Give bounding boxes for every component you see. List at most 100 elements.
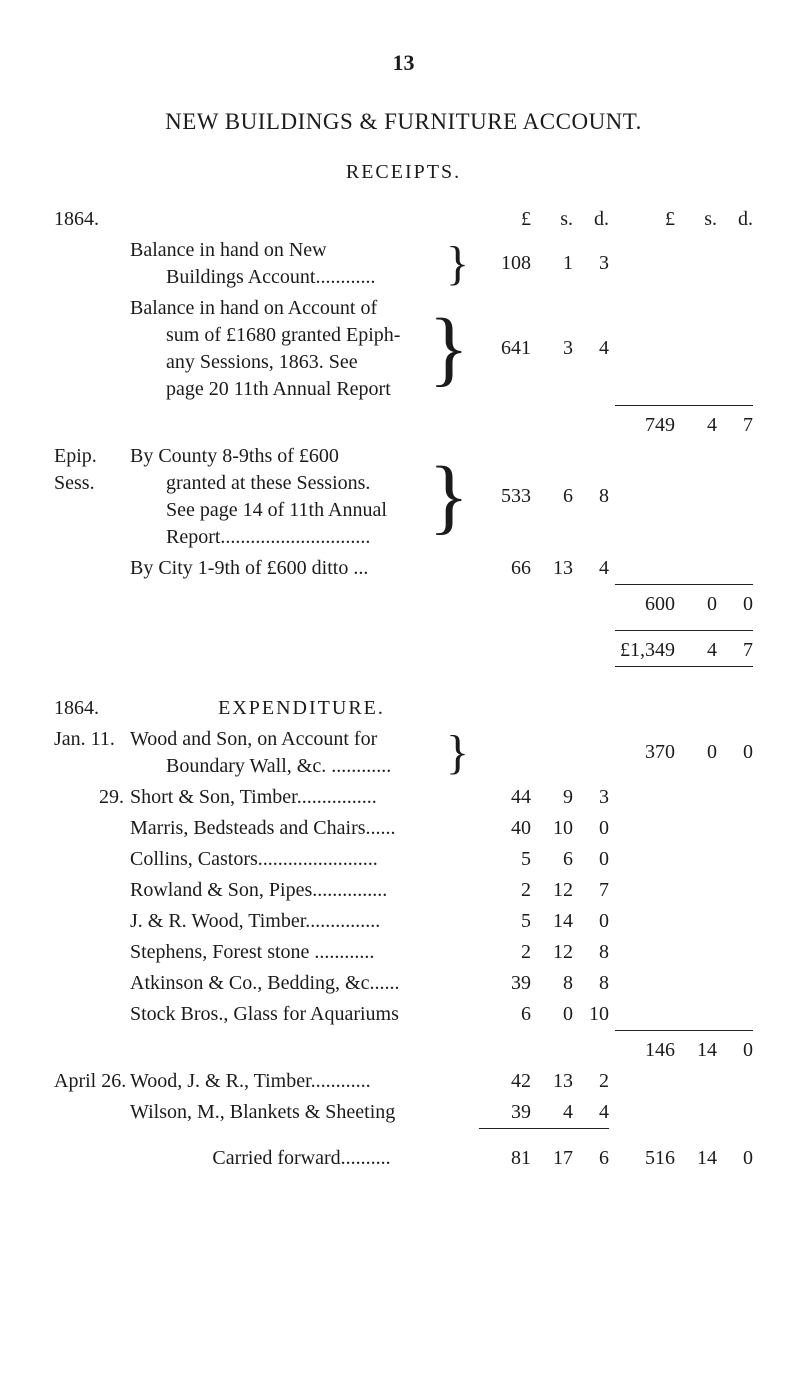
entry-line: Wood and Son, on Account for — [130, 726, 442, 753]
inner-s: 1 — [537, 248, 573, 279]
inner-d: 2 — [579, 1066, 609, 1097]
inner-d: 0 — [579, 844, 609, 875]
entry-line: Atkinson & Co., Bedding, &c...... — [130, 968, 473, 999]
account-title: NEW BUILDINGS & FURNITURE ACCOUNT. — [54, 106, 753, 137]
inner-l-head: £ — [479, 204, 531, 235]
entry-line: By County 8-9ths of £600 — [130, 443, 425, 470]
inner-s: 13 — [537, 1066, 573, 1097]
brace-icon: } — [425, 315, 473, 382]
inner-s: 13 — [537, 553, 573, 584]
outer-l: 146 — [615, 1035, 675, 1066]
brace-icon: } — [442, 245, 473, 283]
expenditure-entry: J. & R. Wood, Timber...............5140 — [54, 906, 753, 937]
entry-line: Stephens, Forest stone ............ — [130, 937, 473, 968]
receipts-entry: Balance in hand on New Buildings Account… — [54, 235, 753, 293]
inner-s: 4 — [537, 1097, 573, 1128]
inner-l: 42 — [479, 1066, 531, 1097]
inner-l: 641 — [479, 333, 531, 364]
outer-l: 516 — [615, 1143, 675, 1174]
inner-l: 5 — [479, 844, 531, 875]
outer-l: 370 — [615, 737, 675, 768]
entry-line: J. & R. Wood, Timber............... — [130, 906, 473, 937]
inner-l: 40 — [479, 813, 531, 844]
inner-d: 4 — [579, 1097, 609, 1128]
inner-d: 8 — [579, 481, 609, 512]
entry-line: Report.............................. — [130, 524, 425, 551]
inner-l: 81 — [479, 1143, 531, 1174]
jan-label: Jan. 11. — [54, 724, 124, 755]
outer-d: 7 — [723, 410, 753, 441]
outer-d-head: d. — [723, 204, 753, 235]
inner-d: 4 — [579, 553, 609, 584]
inner-s-head: s. — [537, 204, 573, 235]
entry-line: granted at these Sessions. — [130, 470, 425, 497]
outer-s: 0 — [681, 589, 717, 620]
receipts-heading: RECEIPTS. — [54, 159, 753, 186]
line29-label: 29. — [54, 782, 124, 813]
expenditure-heading: EXPENDITURE. — [130, 693, 473, 724]
receipts-entry: By City 1-9th of £600 ditto ... 66 13 4 — [54, 553, 753, 584]
entry-line: Wood, J. & R., Timber............ — [130, 1066, 473, 1097]
outer-s: 4 — [681, 410, 717, 441]
entry-line: Short & Son, Timber................ — [130, 782, 473, 813]
inner-s: 6 — [537, 844, 573, 875]
expenditure-entry: Wilson, M., Blankets & Sheeting3944 — [54, 1097, 753, 1128]
entry-line: page 20 11th Annual Report — [130, 376, 425, 403]
sess-label: Sess. — [54, 470, 124, 497]
entry-line: Collins, Castors........................ — [130, 844, 473, 875]
inner-d: 8 — [579, 968, 609, 999]
inner-l: 39 — [479, 968, 531, 999]
entry-line: Balance in hand on Account of — [130, 295, 425, 322]
outer-d: 7 — [723, 635, 753, 666]
expenditure-entry: Jan. 11. Wood and Son, on Account for Bo… — [54, 724, 753, 782]
inner-d: 6 — [579, 1143, 609, 1174]
inner-s: 10 — [537, 813, 573, 844]
outer-l: 749 — [615, 410, 675, 441]
page-number: 13 — [54, 48, 753, 78]
april-label: April 26. — [54, 1066, 124, 1097]
outer-d: 0 — [723, 737, 753, 768]
receipts-header-row: 1864. £ s. d. £ s. d. — [54, 204, 753, 235]
carried-forward-row: Carried forward.......... 81 17 6 516 14… — [54, 1143, 753, 1174]
entry-line: Boundary Wall, &c. ............ — [130, 753, 442, 780]
inner-l: 66 — [479, 553, 531, 584]
entry-line: Stock Bros., Glass for Aquariums — [130, 999, 473, 1030]
inner-l: 5 — [479, 906, 531, 937]
inner-l: 44 — [479, 782, 531, 813]
entry-line: Buildings Account............ — [130, 264, 442, 291]
outer-d: 0 — [723, 589, 753, 620]
inner-s: 9 — [537, 782, 573, 813]
inner-s: 14 — [537, 906, 573, 937]
receipts-year: 1864. — [54, 204, 124, 235]
entry-line: sum of £1680 granted Epiph- — [130, 322, 425, 349]
receipts-entry: Balance in hand on Account of sum of £16… — [54, 293, 753, 405]
receipts-subtotal-1: 749 4 7 — [54, 410, 753, 441]
entry-line: By City 1-9th of £600 ditto ... — [130, 555, 473, 582]
expenditure-subtotal: 146 14 0 — [54, 1035, 753, 1066]
brace-icon: } — [425, 463, 473, 530]
expenditure-entry: Rowland & Son, Pipes...............2127 — [54, 875, 753, 906]
expenditure-entry: Marris, Bedsteads and Chairs......40100 — [54, 813, 753, 844]
inner-s: 8 — [537, 968, 573, 999]
brace-icon: } — [442, 734, 473, 772]
outer-s: 4 — [681, 635, 717, 666]
outer-l-head: £ — [615, 204, 675, 235]
outer-l: 600 — [615, 589, 675, 620]
inner-d: 3 — [579, 782, 609, 813]
inner-s: 3 — [537, 333, 573, 364]
inner-d: 3 — [579, 248, 609, 279]
inner-s: 0 — [537, 999, 573, 1030]
inner-d: 10 — [579, 999, 609, 1030]
inner-d: 8 — [579, 937, 609, 968]
inner-d: 7 — [579, 875, 609, 906]
outer-s: 14 — [681, 1143, 717, 1174]
inner-d-head: d. — [579, 204, 609, 235]
inner-l: 108 — [479, 248, 531, 279]
outer-d: 0 — [723, 1143, 753, 1174]
outer-s: 0 — [681, 737, 717, 768]
entry-line: Balance in hand on New — [130, 237, 442, 264]
receipts-subtotal-2: 600 0 0 — [54, 589, 753, 620]
outer-d: 0 — [723, 1035, 753, 1066]
inner-d: 0 — [579, 813, 609, 844]
expenditure-entry: Stephens, Forest stone ............2128 — [54, 937, 753, 968]
